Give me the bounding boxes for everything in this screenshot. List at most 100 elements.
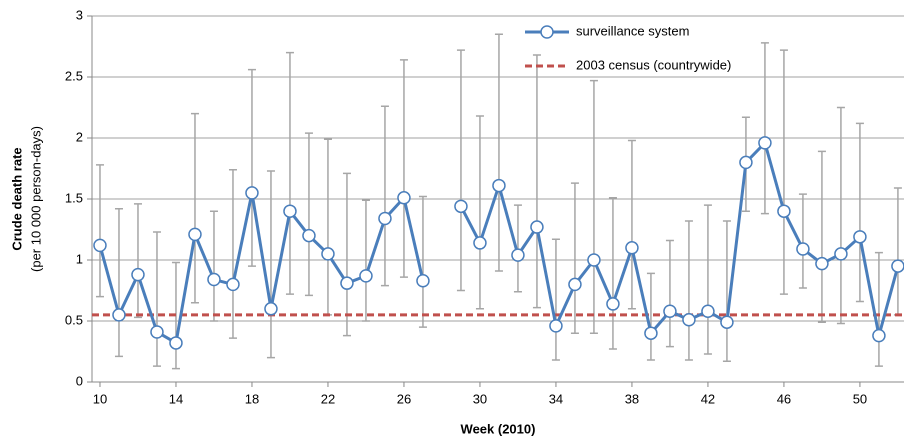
error-bar (532, 54, 541, 309)
y-tick-label: 2.5 (65, 68, 83, 83)
y-tick-label: 0 (76, 373, 83, 388)
data-point (169, 336, 183, 350)
data-point (207, 272, 221, 287)
error-bar (494, 33, 503, 272)
data-point (264, 302, 278, 316)
data-point (625, 241, 639, 255)
x-tick-label: 30 (473, 391, 487, 406)
error-bar (684, 220, 693, 361)
x-tick-label: 46 (777, 391, 791, 406)
x-tick-label: 42 (701, 391, 715, 406)
error-bar (285, 51, 294, 295)
data-point (321, 247, 335, 261)
error-bar (380, 105, 389, 287)
x-tick-label: 38 (625, 391, 639, 406)
y-tick-label: 2 (76, 129, 83, 144)
data-point (568, 277, 582, 292)
data-point (359, 269, 373, 283)
error-bar (209, 210, 218, 322)
error-bar (551, 238, 560, 361)
data-point (739, 155, 753, 170)
data-point (397, 191, 411, 205)
data-point (150, 325, 164, 339)
error-bar (779, 49, 788, 295)
error-bar (570, 182, 579, 334)
data-point (587, 253, 601, 267)
x-tick-label: 34 (549, 391, 563, 406)
error-bar (152, 231, 161, 367)
y-axis-title: Crude death rate (9, 147, 24, 250)
error-bar (304, 132, 313, 297)
data-point (872, 328, 886, 343)
error-bar (190, 112, 199, 304)
data-point (188, 227, 202, 242)
error-bar (399, 59, 408, 278)
y-tick-label: 1 (76, 251, 83, 266)
x-axis-title: Week (2010) (461, 421, 536, 436)
error-bar (266, 170, 275, 359)
error-bar (836, 106, 845, 325)
data-point (112, 308, 126, 322)
data-point (302, 228, 316, 243)
data-point (796, 242, 810, 256)
data-point (815, 256, 829, 271)
error-bar (855, 122, 864, 303)
data-point (511, 248, 525, 262)
data-point (834, 247, 848, 261)
error-bar (703, 204, 712, 355)
error-bar (418, 195, 427, 328)
error-bar (893, 187, 902, 316)
data-point (758, 136, 772, 150)
data-point (93, 238, 107, 253)
error-bar (627, 139, 636, 310)
data-point (663, 304, 677, 318)
error-bar (342, 172, 351, 337)
error-bar (874, 251, 883, 367)
error-bar (228, 168, 237, 339)
data-point (473, 236, 487, 250)
data-point (891, 259, 904, 273)
data-point (530, 220, 544, 234)
error-bar (133, 203, 142, 319)
legend-label: 2003 census (countrywide) (576, 57, 731, 72)
data-point (283, 204, 297, 218)
data-point (720, 315, 734, 329)
error-bar (722, 220, 731, 363)
data-point (454, 199, 468, 214)
data-point (853, 230, 867, 244)
data-point (245, 186, 259, 200)
x-tick-label: 18 (245, 391, 259, 406)
data-point (549, 319, 563, 333)
error-bar (114, 208, 123, 358)
error-bar (760, 42, 769, 215)
y-axis-subtitle: (per 10 000 person-days) (28, 126, 43, 272)
data-point (777, 204, 791, 218)
error-bar (608, 197, 617, 350)
x-tick-label: 26 (397, 391, 411, 406)
x-tick-label: 10 (93, 391, 107, 406)
data-point (644, 326, 658, 340)
error-bar (817, 150, 826, 323)
error-bar (361, 199, 370, 322)
data-point (378, 211, 392, 226)
data-point (131, 267, 145, 282)
legend-label: surveillance system (576, 23, 689, 38)
data-point (492, 178, 506, 193)
error-bar (95, 164, 104, 298)
error-bar (798, 193, 807, 289)
error-bar (589, 79, 598, 334)
error-bar (247, 68, 256, 267)
error-bar (456, 49, 465, 292)
data-point (416, 273, 430, 288)
error-bar (323, 138, 332, 316)
error-bar (665, 239, 674, 348)
data-point (226, 277, 240, 292)
data-point (682, 313, 696, 327)
x-tick-label: 50 (853, 391, 867, 406)
data-point (340, 276, 354, 290)
y-tick-label: 3 (76, 7, 83, 22)
y-tick-label: 1.5 (65, 190, 83, 205)
y-tick-label: 0.5 (65, 312, 83, 327)
data-point (701, 304, 715, 318)
